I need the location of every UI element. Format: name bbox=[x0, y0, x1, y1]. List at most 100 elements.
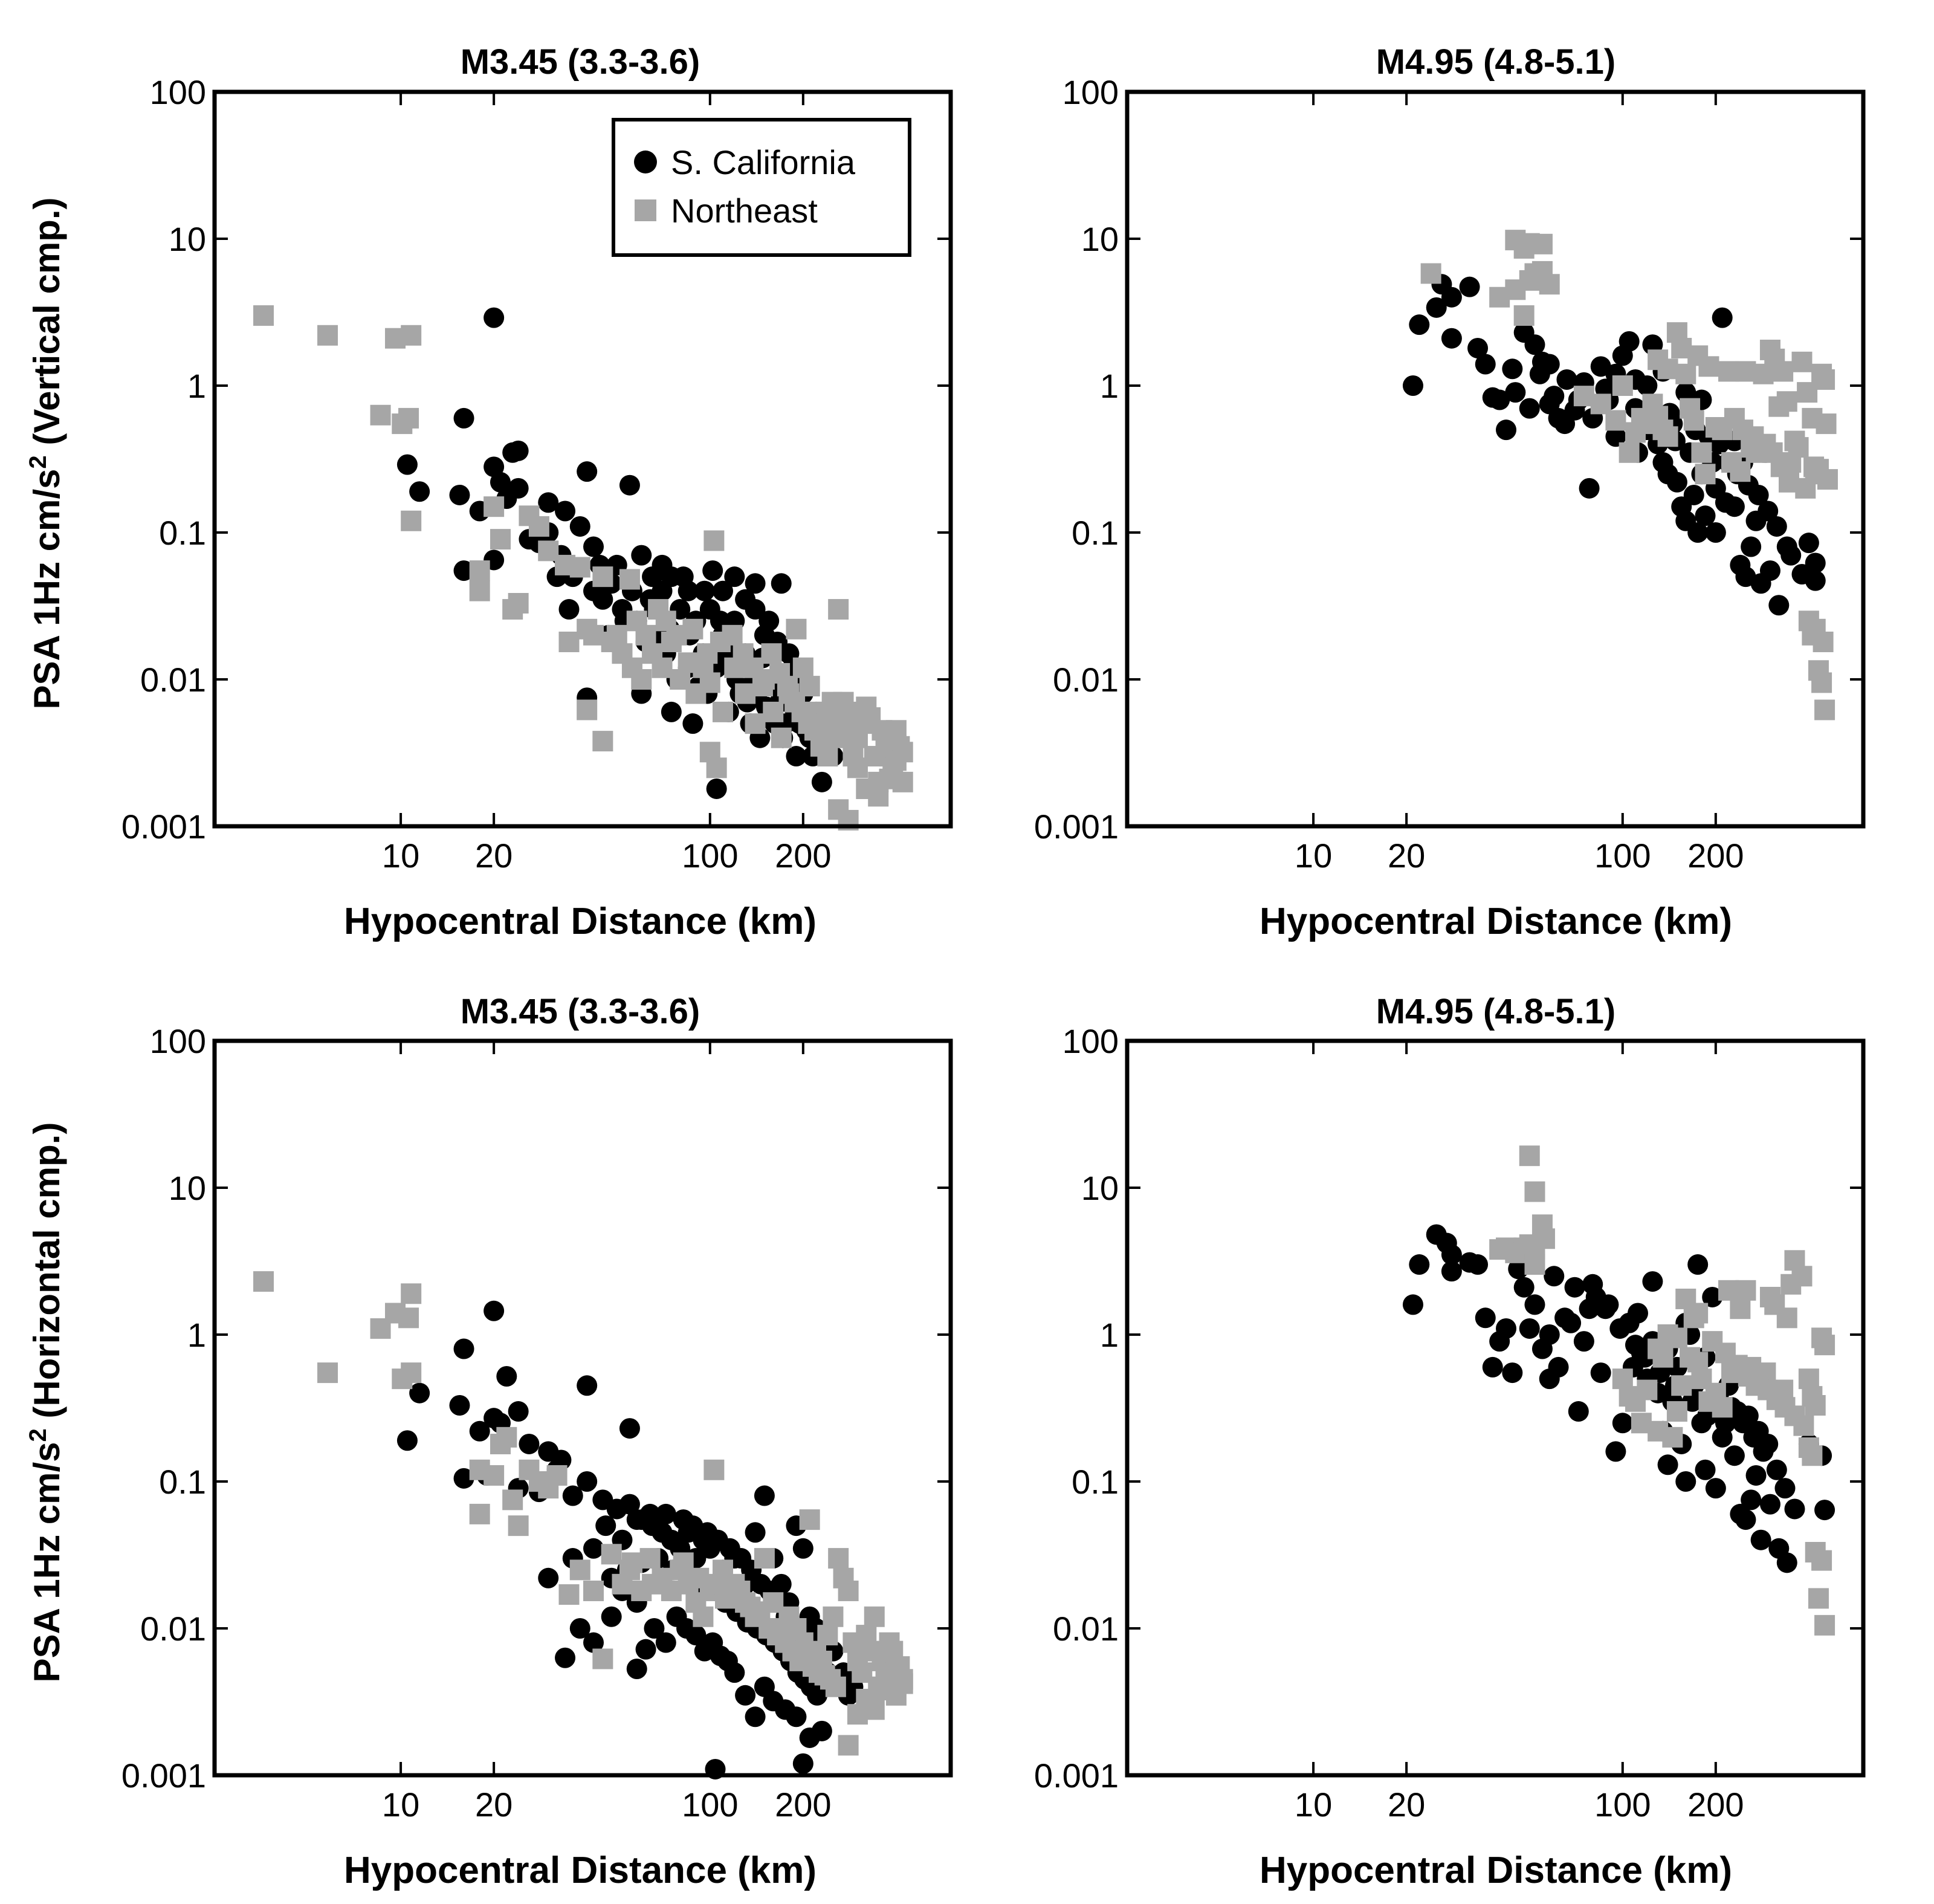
data-point-socal bbox=[1539, 1324, 1560, 1345]
data-point-socal bbox=[508, 440, 529, 461]
legend-marker-socal bbox=[634, 151, 657, 173]
data-point-socal bbox=[1579, 478, 1600, 499]
y-tick-label: 0.001 bbox=[1034, 808, 1119, 846]
data-point-northeast bbox=[398, 407, 419, 429]
data-point-socal bbox=[1560, 1312, 1582, 1333]
data-point-northeast bbox=[1814, 369, 1835, 390]
data-point-northeast bbox=[401, 1362, 422, 1384]
x-tick-label: 10 bbox=[1295, 837, 1332, 875]
y-tick-label: 0.01 bbox=[140, 661, 206, 699]
x-tick-label: 20 bbox=[475, 837, 513, 875]
data-point-socal bbox=[1402, 1294, 1423, 1315]
data-point-northeast bbox=[823, 1606, 844, 1627]
data-point-socal bbox=[1776, 1552, 1797, 1573]
data-point-socal bbox=[508, 478, 529, 499]
chart-title: M3.45 (3.3-3.6) bbox=[461, 42, 700, 82]
y-tick-label: 0.01 bbox=[1053, 661, 1119, 699]
x-axis-label: Hypocentral Distance (km) bbox=[344, 1850, 817, 1891]
data-point-socal bbox=[1705, 522, 1726, 543]
data-point-socal bbox=[577, 461, 598, 482]
y-tick-label: 1 bbox=[187, 1316, 206, 1354]
data-point-northeast bbox=[558, 1584, 580, 1605]
y-tick-label: 100 bbox=[150, 1022, 206, 1060]
data-point-socal bbox=[1753, 1441, 1774, 1462]
data-point-northeast bbox=[1811, 672, 1832, 693]
data-point-northeast bbox=[317, 1362, 338, 1384]
plot-frame bbox=[212, 89, 953, 829]
data-points bbox=[253, 1271, 913, 1779]
data-point-socal bbox=[1502, 1362, 1523, 1384]
data-point-northeast bbox=[847, 757, 868, 779]
data-point-northeast bbox=[1776, 1307, 1797, 1329]
data-point-socal bbox=[569, 1618, 590, 1639]
y-tick-label: 10 bbox=[1081, 220, 1119, 258]
data-point-socal bbox=[1564, 1277, 1585, 1298]
data-point-socal bbox=[652, 554, 673, 575]
data-point-northeast bbox=[1798, 1368, 1819, 1390]
data-point-socal bbox=[807, 1685, 828, 1706]
x-tick-label: 200 bbox=[775, 837, 831, 875]
data-point-socal bbox=[409, 1382, 430, 1404]
data-point-socal bbox=[1441, 287, 1462, 308]
y-tick-label: 0.1 bbox=[1072, 514, 1119, 552]
data-point-northeast bbox=[577, 699, 598, 720]
data-point-socal bbox=[745, 573, 766, 594]
data-point-northeast bbox=[253, 305, 274, 326]
data-point-northeast bbox=[619, 569, 640, 590]
data-point-northeast bbox=[838, 1580, 859, 1601]
data-point-northeast bbox=[1797, 382, 1818, 403]
data-point-socal bbox=[1524, 334, 1545, 355]
data-point-northeast bbox=[496, 1426, 517, 1448]
data-point-socal bbox=[453, 407, 474, 429]
data-point-northeast bbox=[1513, 305, 1535, 326]
data-point-socal bbox=[1502, 358, 1523, 380]
data-point-northeast bbox=[1524, 1239, 1545, 1260]
data-point-socal bbox=[396, 1430, 418, 1451]
data-point-northeast bbox=[825, 1676, 846, 1697]
data-point-northeast bbox=[1657, 426, 1678, 447]
tick-group: 100 10 1 0.1 0.01 0.001 10 20 100 200 bbox=[121, 73, 951, 875]
data-points bbox=[1402, 1145, 1835, 1636]
data-point-socal bbox=[1612, 1413, 1633, 1434]
chart-title: M4.95 (4.8-5.1) bbox=[1376, 42, 1616, 82]
x-tick-label: 10 bbox=[382, 837, 419, 875]
x-axis-label: Hypocentral Distance (km) bbox=[1260, 1850, 1732, 1891]
data-point-socal bbox=[1732, 1413, 1753, 1434]
x-tick-label: 100 bbox=[682, 837, 738, 875]
data-point-socal bbox=[712, 580, 733, 601]
data-point-socal bbox=[694, 580, 715, 601]
data-point-northeast bbox=[558, 631, 580, 652]
data-point-northeast bbox=[1814, 1335, 1835, 1356]
data-point-socal bbox=[508, 1401, 529, 1422]
data-point-socal bbox=[1776, 536, 1797, 557]
data-point-socal bbox=[619, 474, 640, 496]
data-point-socal bbox=[555, 1647, 576, 1668]
data-point-northeast bbox=[699, 672, 720, 693]
data-point-northeast bbox=[837, 720, 858, 741]
data-point-northeast bbox=[1718, 361, 1739, 382]
data-point-socal bbox=[538, 492, 559, 513]
data-point-socal bbox=[1409, 314, 1430, 335]
data-point-socal bbox=[1745, 1465, 1767, 1486]
data-point-northeast bbox=[652, 657, 673, 678]
x-axis-label: Hypocentral Distance (km) bbox=[344, 901, 817, 942]
data-point-northeast bbox=[1524, 1181, 1545, 1202]
x-tick-label: 100 bbox=[1594, 837, 1651, 875]
data-point-socal bbox=[449, 484, 470, 505]
data-point-socal bbox=[811, 1720, 832, 1741]
data-point-socal bbox=[496, 1366, 517, 1387]
data-point-northeast bbox=[635, 624, 656, 646]
data-point-socal bbox=[682, 713, 703, 734]
data-point-northeast bbox=[1657, 358, 1678, 380]
data-points bbox=[253, 305, 913, 831]
data-point-socal bbox=[1508, 1258, 1529, 1280]
x-tick-label: 200 bbox=[1687, 837, 1744, 875]
data-point-socal bbox=[639, 1503, 661, 1524]
data-point-socal bbox=[1548, 407, 1569, 429]
data-point-northeast bbox=[761, 643, 782, 664]
data-point-northeast bbox=[1539, 274, 1560, 295]
x-tick-label: 200 bbox=[1687, 1786, 1744, 1824]
data-point-socal bbox=[655, 1632, 676, 1653]
data-point-socal bbox=[758, 610, 780, 632]
data-point-socal bbox=[1724, 1445, 1745, 1466]
